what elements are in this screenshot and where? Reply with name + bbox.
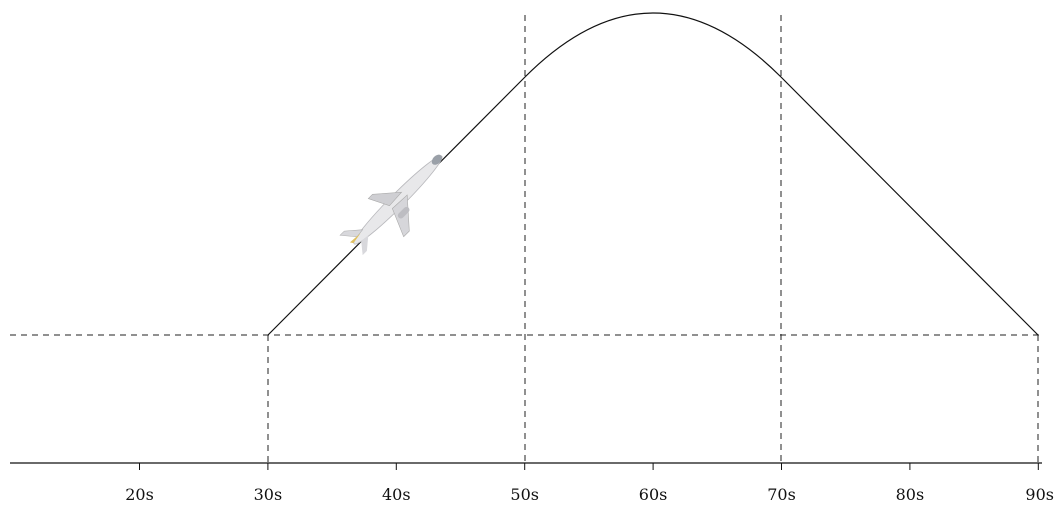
tick-label: 40s: [382, 485, 411, 504]
tick-label: 80s: [896, 485, 925, 504]
tick-label: 60s: [639, 485, 668, 504]
ticks: 20s 30s 40s 50s 60s 70s 80s 90s: [125, 463, 1054, 504]
tick-label: 70s: [767, 485, 796, 504]
trajectory: [267, 12, 1039, 336]
tick-label: 20s: [125, 485, 154, 504]
tick-label: 90s: [1025, 485, 1054, 504]
tick-label: 50s: [510, 485, 539, 504]
airplane: [339, 154, 443, 256]
guide-lines: [10, 15, 1042, 463]
tick-label: 30s: [254, 485, 283, 504]
